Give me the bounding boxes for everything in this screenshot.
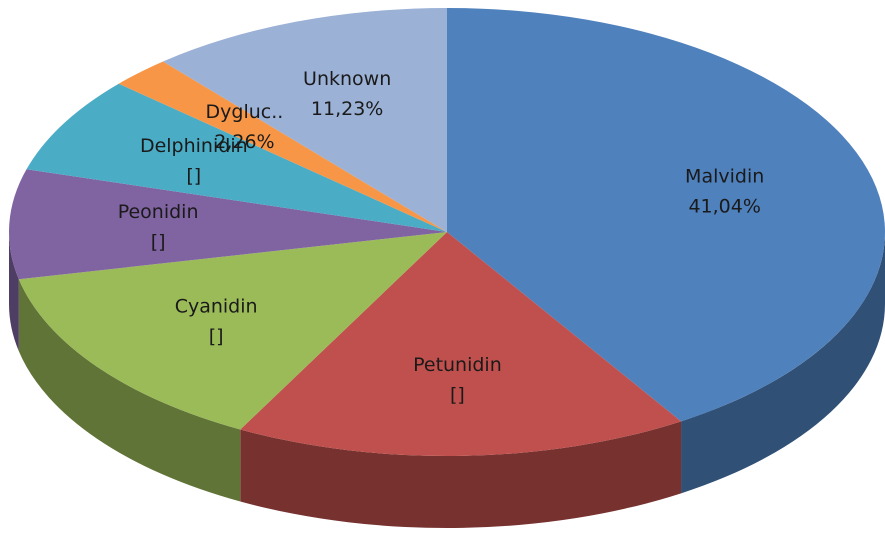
- pie-walls: [9, 232, 885, 528]
- slice-value-label: []: [209, 325, 224, 347]
- slice-side: [681, 232, 885, 494]
- slice-value-label: []: [151, 231, 166, 253]
- pie-tops: [9, 8, 885, 456]
- slice-value-label: []: [450, 384, 465, 406]
- slice: [26, 83, 448, 232]
- slice: [9, 169, 448, 280]
- slice-value-label: 41,04%: [688, 195, 760, 217]
- slice-side: [240, 421, 682, 528]
- slice: [118, 61, 448, 232]
- slice-label: Dygluc..: [206, 101, 284, 123]
- slice: [447, 8, 885, 422]
- slice-label: Petunidin: [413, 354, 502, 376]
- slice-value-label: 11,23%: [311, 98, 383, 120]
- slice: [18, 232, 448, 430]
- slice-value-label: 2,26%: [214, 131, 274, 153]
- slice-label: Delphinidin: [140, 135, 248, 157]
- slice: [240, 232, 682, 456]
- slice-label: Peonidin: [118, 201, 199, 223]
- slice-label: Cyanidin: [175, 295, 258, 317]
- slice: [163, 8, 448, 232]
- slice-label: Unknown: [303, 68, 391, 90]
- slice-side: [18, 279, 241, 502]
- slice-label: Malvidin: [685, 165, 764, 187]
- slice-value-label: []: [186, 165, 201, 187]
- pie-labels: Malvidin 41,04% Petunidin [] Cyanidin [] Peoni…: [118, 68, 765, 406]
- slice-side: [9, 232, 19, 352]
